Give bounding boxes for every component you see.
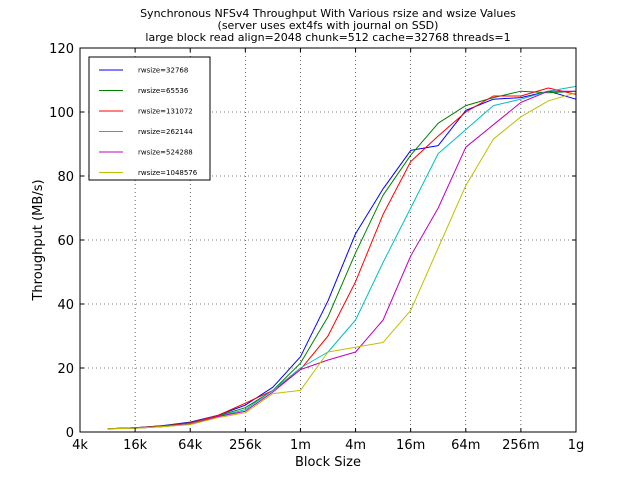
y-tick-label: 100 (49, 106, 74, 121)
x-tick-label: 1m (290, 438, 311, 453)
x-tick-label: 16k (123, 438, 148, 453)
x-tick-label: 256m (502, 438, 539, 453)
y-tick-label: 40 (57, 298, 74, 313)
chart-title-line-3: large block read align=2048 chunk=512 ca… (145, 31, 510, 44)
legend-entry-label: rwsize=262144 (138, 128, 193, 136)
y-tick-label: 20 (57, 362, 74, 377)
legend-entry-label: rwsize=65536 (138, 87, 189, 95)
series-line-3 (107, 87, 577, 430)
legend-entry-label: rwsize=1048576 (138, 169, 198, 177)
legend: rwsize=32768 rwsize=65536 rwsize=131072 rws… (88, 56, 211, 181)
x-tick-label: 16m (396, 438, 425, 453)
y-tick-label: 0 (66, 426, 74, 441)
legend-entry-label: rwsize=32768 (138, 67, 188, 75)
chart-title-line-2: (server uses ext4fs with journal on SSD) (218, 19, 439, 32)
y-tick-label: 60 (57, 234, 74, 249)
y-axis-label: Throughput (MB/s) (31, 179, 46, 301)
y-tick-label: 80 (57, 170, 74, 185)
x-tick-label: 4m (345, 438, 366, 453)
y-tick-label: 120 (49, 42, 74, 57)
series-line-1 (107, 90, 577, 430)
axis-ticks: 4k 16k 64k 256k 1m 4m 16m 64m 256m 1g 0 20 40 60 80 100… (49, 42, 584, 453)
legend-entry-label: rwsize=131072 (138, 108, 193, 116)
series-lines (107, 85, 577, 430)
x-tick-label: 64m (451, 438, 480, 453)
x-axis-label: Block Size (295, 455, 361, 470)
x-tick-label: 1g (568, 438, 585, 453)
chart-title-line-1: Synchronous NFSv4 Throughput With Variou… (140, 7, 516, 20)
legend-box (88, 56, 211, 181)
series-line-6 (107, 92, 577, 430)
x-tick-label: 64k (178, 438, 203, 453)
x-tick-label: 256k (229, 438, 262, 453)
x-tick-label: 4k (72, 438, 88, 453)
legend-entry-label: rwsize=524288 (138, 149, 193, 157)
